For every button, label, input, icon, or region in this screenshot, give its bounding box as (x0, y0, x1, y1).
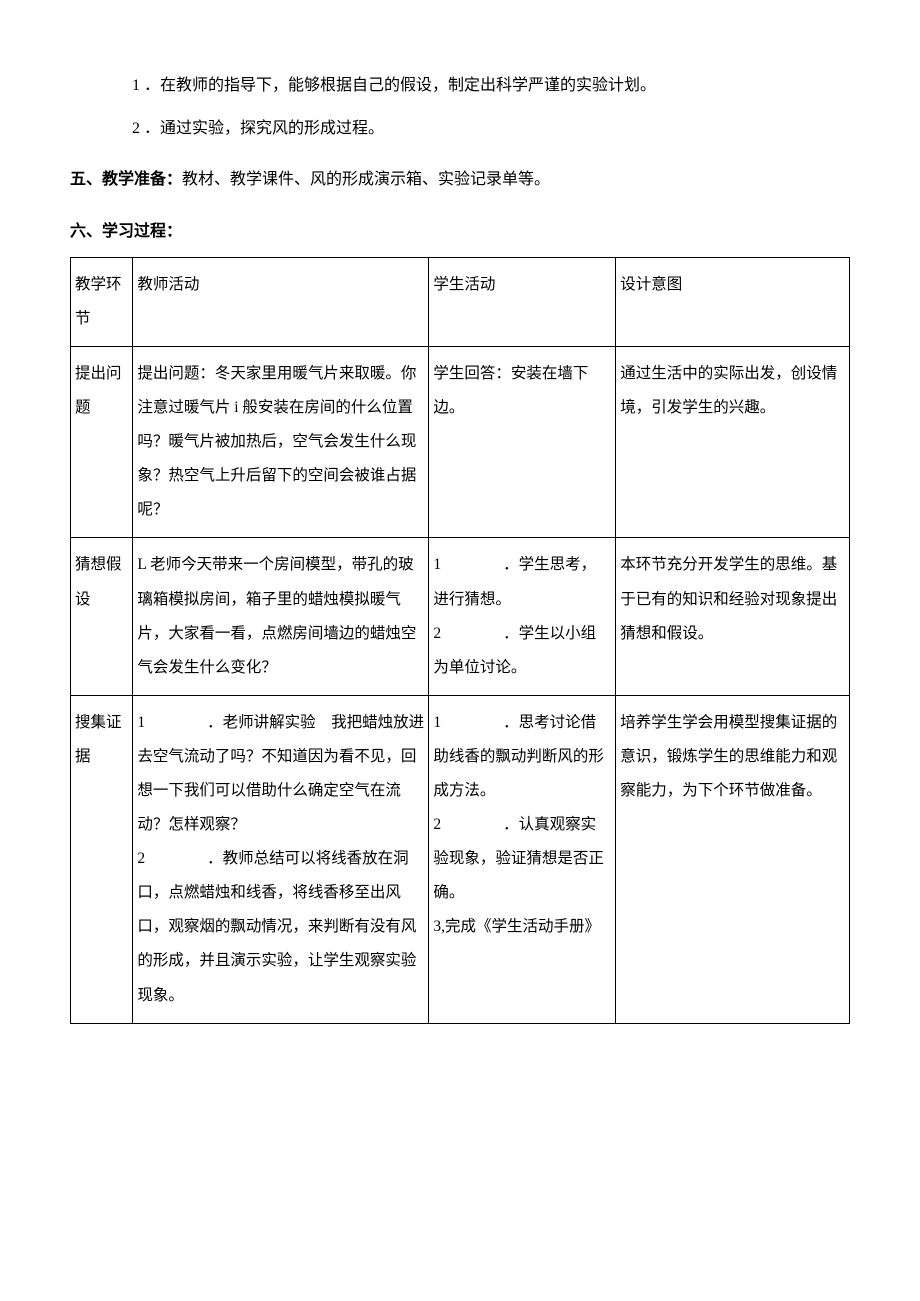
stage-cell: 提出问题 (71, 346, 133, 537)
teacher-cell: 提出问题：冬天家里用暖气片来取暖。你注意过暖气片 i 般安装在房间的什么位置吗？… (133, 346, 429, 537)
intent-cell: 通过生活中的实际出发，创设情境，引发学生的兴趣。 (616, 346, 850, 537)
section-5: 五、教学准备：教材、教学课件、风的形成演示箱、实验记录单等。 (70, 162, 850, 197)
header-teacher: 教师活动 (133, 257, 429, 346)
list-tail: 3,完成《学生活动手册》 (433, 918, 600, 935)
intent-cell: 培养学生学会用模型搜集证据的意识，锻炼学生的思维能力和观察能力，为下个环节做准备… (616, 695, 850, 1023)
student-cell: 学生回答：安装在墙下边。 (429, 346, 616, 537)
objective-1: 1 ．在教师的指导下，能够根据自己的假设，制定出科学严谨的实验计划。 (100, 68, 780, 103)
objective-1-text: ．在教师的指导下，能够根据自己的假设，制定出科学严谨的实验计划。 (144, 77, 656, 94)
stage-cell: 猜想假设 (71, 538, 133, 695)
table-row: 猜想假设 L 老师今天带来一个房间模型，带孔的玻璃箱模拟房间，箱子里的蜡烛模拟暖… (71, 538, 850, 695)
teacher-cell: 1．老师讲解实验 我把蜡烛放进去空气流动了吗？不知道因为看不见，回想一下我们可以… (133, 695, 429, 1023)
objective-2: 2 ．通过实验，探究风的形成过程。 (100, 111, 780, 146)
list-num: 2 (433, 808, 503, 842)
intent-cell: 本环节充分开发学生的思维。基于已有的知识和经验对现象提出猜想和假设。 (616, 538, 850, 695)
table-row: 搜集证据 1．老师讲解实验 我把蜡烛放进去空气流动了吗？不知道因为看不见，回想一… (71, 695, 850, 1023)
objective-2-num: 2 (132, 120, 140, 137)
header-student: 学生活动 (429, 257, 616, 346)
stage-cell: 搜集证据 (71, 695, 133, 1023)
teacher-cell: L 老师今天带来一个房间模型，带孔的玻璃箱模拟房间，箱子里的蜡烛模拟暖气片，大家… (133, 538, 429, 695)
objective-1-num: 1 (132, 77, 140, 94)
list-num: 2 (137, 842, 207, 876)
list-num: 1 (433, 548, 503, 582)
section-6-label: 六、学习过程： (70, 223, 182, 240)
section-5-label: 五、教学准备： (70, 171, 182, 188)
header-stage: 教学环节 (71, 257, 133, 346)
list-num: 1 (137, 706, 207, 740)
objective-2-text: ．通过实验，探究风的形成过程。 (144, 120, 384, 137)
table-header-row: 教学环节 教师活动 学生活动 设计意图 (71, 257, 850, 346)
header-intent: 设计意图 (616, 257, 850, 346)
list-num: 2 (433, 617, 503, 651)
student-cell: 1．思考讨论借助线香的飘动判断风的形成方法。 2．认真观察实验现象，验证猜想是否… (429, 695, 616, 1023)
section-6: 六、学习过程： (70, 214, 850, 249)
student-cell: 1．学生思考，进行猜想。 2．学生以小组为单位讨论。 (429, 538, 616, 695)
section-5-text: 教材、教学课件、风的形成演示箱、实验记录单等。 (182, 171, 550, 188)
list-num: 1 (433, 706, 503, 740)
table-row: 提出问题 提出问题：冬天家里用暖气片来取暖。你注意过暖气片 i 般安装在房间的什… (71, 346, 850, 537)
learning-process-table: 教学环节 教师活动 学生活动 设计意图 提出问题 提出问题：冬天家里用暖气片来取… (70, 257, 850, 1024)
